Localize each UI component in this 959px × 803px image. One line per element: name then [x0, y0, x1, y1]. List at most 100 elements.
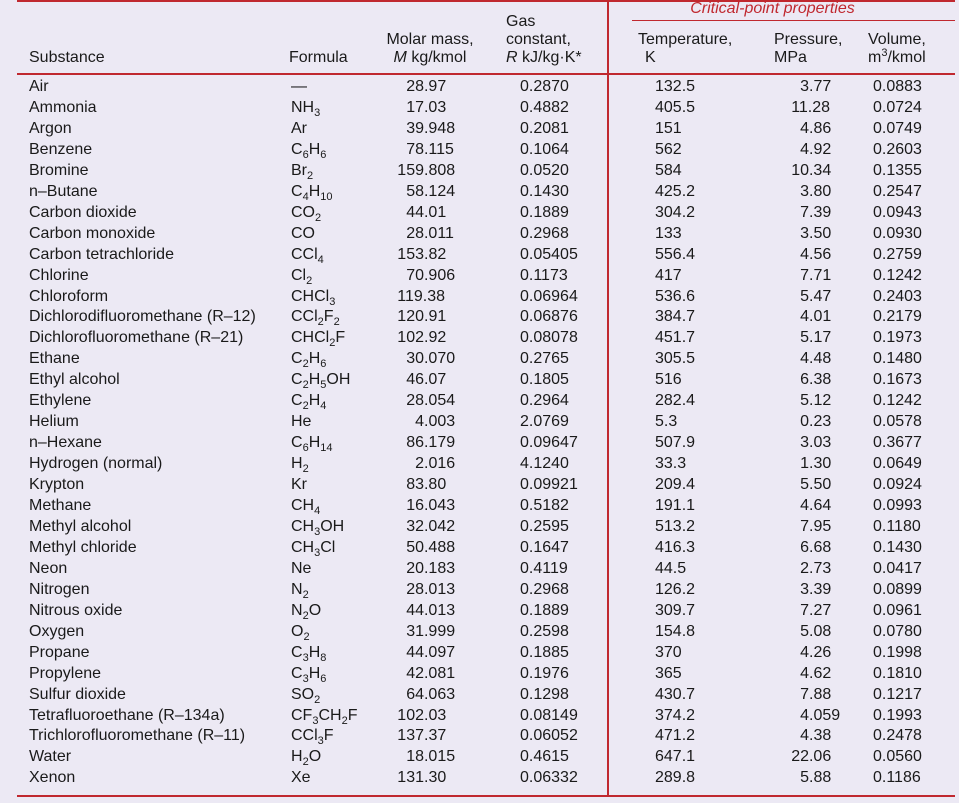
formula-text: C — [291, 350, 303, 368]
cell-gas-constant: 0.2765 — [520, 350, 569, 368]
formula-text: He — [291, 413, 312, 431]
formula-text: H — [308, 664, 321, 682]
cell-substance: Air — [29, 78, 49, 95]
formula-subscript: 2 — [302, 379, 309, 392]
cell-formula: CH3OH — [291, 517, 344, 538]
cell-temperature: 647.1 — [655, 748, 696, 766]
cell-pressure: 6.68 — [800, 538, 832, 556]
cell-volume: 0.1993 — [873, 706, 922, 724]
cell-temperature: 516 — [655, 371, 682, 389]
cell-pressure: 22.06 — [791, 748, 832, 766]
cell-formula: CO2 — [291, 203, 321, 224]
cell-pressure: 4.92 — [800, 140, 832, 158]
cell-molar-mass: 159.808 — [397, 161, 456, 179]
cell-formula: He — [291, 412, 311, 432]
formula-text: SO — [291, 685, 315, 703]
cell-temperature: 405.5 — [655, 98, 696, 116]
cell-pressure: 3.50 — [800, 224, 832, 242]
formula-subscript: 3 — [317, 735, 324, 748]
cell-gas-constant: 0.2964 — [520, 392, 569, 410]
cell-pressure: 7.71 — [800, 266, 832, 284]
cell-molar-mass: 16.043 — [406, 497, 456, 514]
cell-temperature: 191.1 — [655, 497, 696, 514]
cell-temperature: 513.2 — [655, 517, 696, 535]
formula-text: CO — [291, 224, 315, 242]
cell-pressure: 3.80 — [800, 182, 832, 200]
header-molar-mass-unit: M kg/kmol — [380, 49, 480, 67]
cell-molar-mass: 119.38 — [397, 287, 446, 305]
cell-pressure: 5.47 — [800, 287, 832, 305]
cell-substance: Xenon — [29, 769, 76, 787]
cell-volume: 0.0924 — [873, 476, 922, 494]
formula-subscript: 2 — [302, 609, 309, 622]
cell-molar-mass: 64.063 — [406, 685, 456, 703]
formula-text: C — [291, 140, 303, 158]
cell-temperature: 507.9 — [655, 434, 696, 452]
cell-volume: 0.2547 — [873, 182, 922, 200]
cell-molar-mass: 102.03 — [397, 706, 447, 724]
cell-temperature: 5.3 — [655, 413, 678, 431]
volume-unit-base: m — [868, 49, 882, 66]
cell-pressure: 5.50 — [800, 476, 832, 494]
formula-subscript: 2 — [302, 588, 309, 601]
formula-text: N — [291, 601, 303, 619]
cell-gas-constant: 0.2870 — [520, 78, 569, 95]
cell-pressure: 3.77 — [800, 78, 832, 95]
cell-substance: Nitrogen — [29, 580, 90, 598]
cell-pressure: 7.88 — [800, 685, 832, 703]
formula-subscript: 2 — [302, 400, 309, 413]
gas-constant-symbol: R — [506, 49, 518, 66]
formula-subscript: 6 — [302, 148, 309, 161]
cell-molar-mass: 2.016 — [415, 455, 456, 473]
cell-volume: 0.1242 — [873, 392, 922, 410]
cell-volume: 0.1480 — [873, 350, 922, 368]
header-gas-line1: Gas — [506, 13, 536, 30]
cell-molar-mass: 4.003 — [415, 413, 456, 431]
cell-gas-constant: 0.06964 — [520, 287, 578, 305]
cell-gas-constant: 0.1885 — [520, 643, 569, 661]
formula-text: O — [291, 622, 304, 640]
cell-gas-constant: 0.08078 — [520, 329, 578, 347]
formula-text: C — [291, 371, 303, 389]
cell-molar-mass: 83.80 — [406, 476, 447, 494]
cell-pressure: 6.38 — [800, 371, 832, 389]
formula-subscript: 14 — [320, 442, 333, 455]
cell-formula: CF3CH2F — [291, 706, 358, 727]
cell-formula: C3H6 — [291, 664, 326, 685]
cell-substance: Carbon dioxide — [29, 203, 137, 221]
header-rule — [17, 73, 955, 75]
formula-subscript: 6 — [302, 442, 309, 455]
formula-subscript: 2 — [306, 274, 313, 287]
cell-substance: Carbon monoxide — [29, 224, 156, 242]
cell-substance: Bromine — [29, 161, 89, 179]
cell-gas-constant: 0.2968 — [520, 580, 569, 598]
cell-gas-constant: 0.09921 — [520, 476, 578, 494]
cell-pressure: 7.95 — [800, 517, 832, 535]
formula-subscript: 4 — [317, 253, 324, 266]
cell-substance: Tetrafluoroethane (R–134a) — [29, 706, 225, 724]
formula-subscript: 2 — [307, 169, 314, 182]
cell-volume: 0.0899 — [873, 580, 922, 598]
cell-volume: 0.0724 — [873, 98, 922, 116]
cell-molar-mass: 18.015 — [406, 748, 456, 766]
cell-formula: C6H14 — [291, 433, 333, 455]
formula-text: F — [347, 706, 358, 724]
cell-substance: Hydrogen (normal) — [29, 455, 163, 473]
formula-text: N — [291, 580, 303, 598]
formula-subscript: 2 — [314, 693, 321, 706]
cell-pressure: 5.08 — [800, 622, 832, 640]
cell-formula: Ne — [291, 559, 311, 579]
cell-formula: CH3Cl — [291, 538, 335, 559]
formula-subscript: 5 — [320, 379, 327, 392]
cell-substance: Ethylene — [29, 392, 92, 410]
cell-pressure: 4.86 — [800, 119, 832, 137]
formula-text: CCl — [291, 727, 318, 745]
cell-formula: CCl3F — [291, 726, 334, 748]
cell-formula: Xe — [291, 768, 311, 788]
formula-text: H — [308, 140, 321, 158]
cell-substance: Dichlorodifluoromethane (R–12) — [29, 308, 256, 326]
cell-formula: O2 — [291, 622, 310, 643]
cell-gas-constant: 0.1064 — [520, 140, 569, 158]
cell-pressure: 7.39 — [800, 203, 832, 221]
